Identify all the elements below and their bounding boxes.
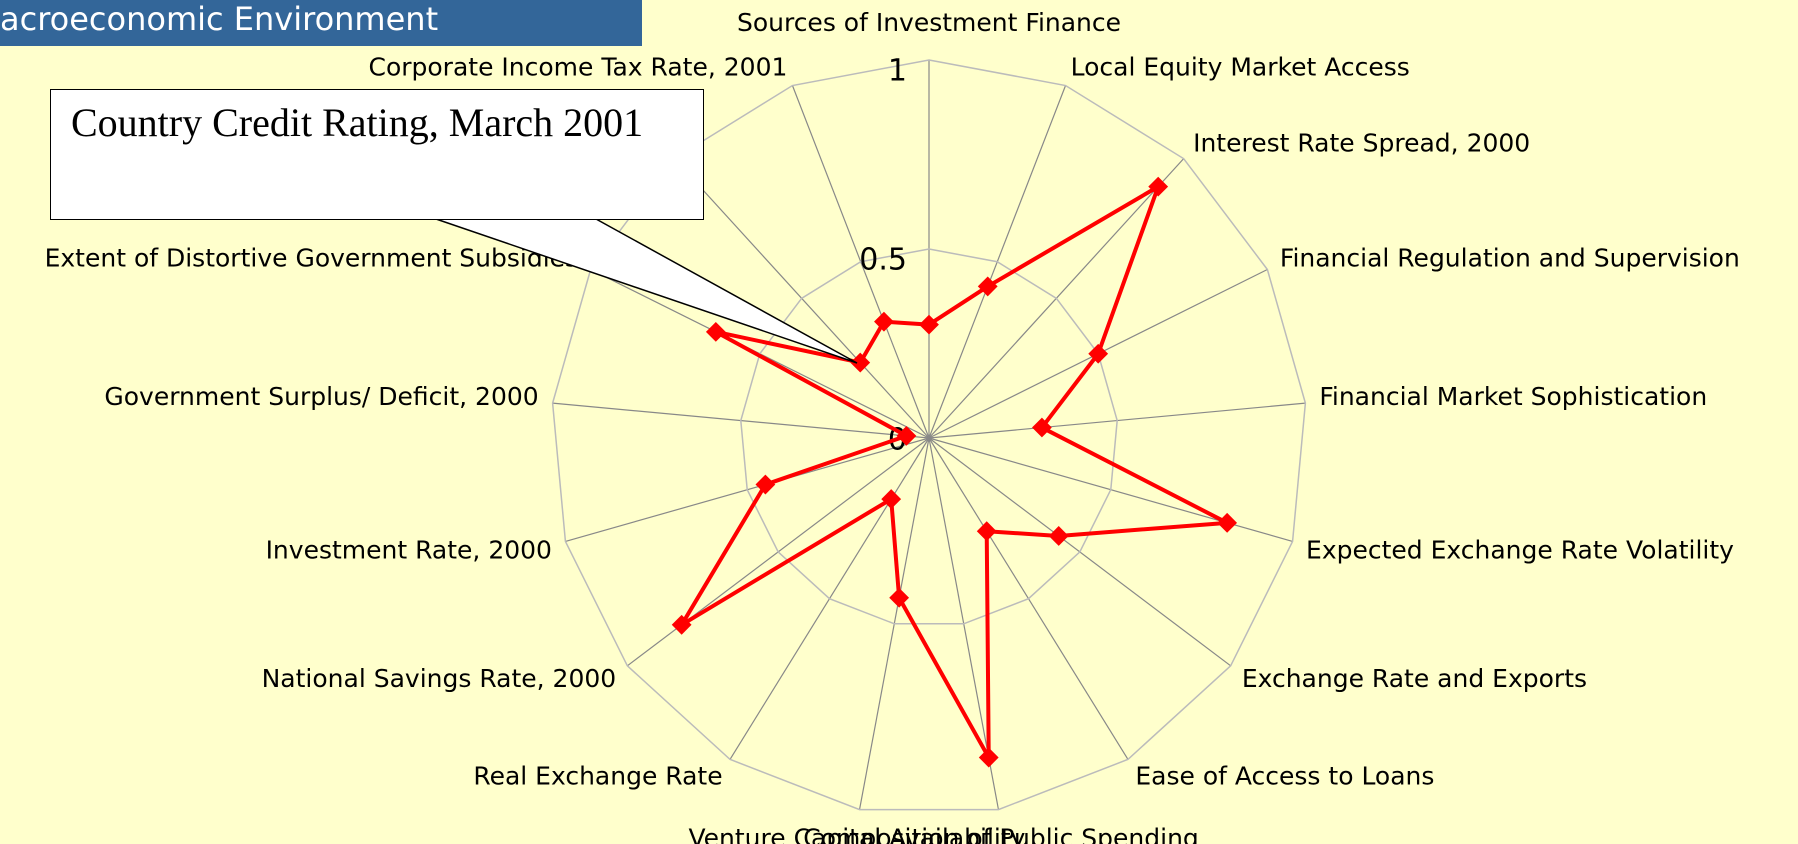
- category-label: Sources of Investment Finance: [737, 8, 1121, 37]
- data-point: [671, 614, 692, 635]
- data-point: [1032, 417, 1052, 438]
- data-point: [1148, 176, 1169, 197]
- category-label: Financial Regulation and Supervision: [1280, 243, 1740, 272]
- r-tick-label: 0.5: [859, 243, 907, 278]
- category-label: National Savings Rate, 2000: [262, 664, 617, 693]
- annotation: Country Credit Rating, March 2001: [50, 89, 704, 220]
- data-point: [881, 489, 902, 509]
- data-point: [896, 426, 917, 446]
- category-label: Composition of Public Spending: [803, 823, 1199, 844]
- data-point: [1088, 343, 1109, 364]
- category-label: Government Surplus/ Deficit, 2000: [104, 382, 538, 411]
- category-label: Local Equity Market Access: [1071, 52, 1410, 81]
- category-label: Venture Capital Availability: [688, 823, 1025, 844]
- data-point: [705, 321, 726, 342]
- r-tick-label: 1: [888, 54, 907, 89]
- data-point: [889, 587, 910, 608]
- data-point: [976, 521, 997, 542]
- data-point: [977, 276, 998, 297]
- data-point: [1048, 526, 1069, 546]
- series-line: [679, 184, 1230, 760]
- data-point: [978, 747, 999, 768]
- data-point: [919, 314, 939, 335]
- data-point: [874, 311, 894, 332]
- data-point: [1217, 512, 1238, 533]
- category-label: Expected Exchange Rate Volatility: [1306, 535, 1734, 564]
- chart-title: acroeconomic Environment: [0, 0, 642, 46]
- category-label: Extent of Distortive Government Subsidie…: [45, 243, 579, 272]
- category-label: Investment Rate, 2000: [266, 535, 552, 564]
- category-label: Ease of Access to Loans: [1135, 761, 1434, 790]
- category-label: Interest Rate Spread, 2000: [1193, 128, 1530, 157]
- data-point: [755, 474, 776, 495]
- category-label: Exchange Rate and Exports: [1242, 664, 1587, 693]
- category-label: Financial Market Sophistication: [1319, 382, 1707, 411]
- category-label: Corporate Income Tax Rate, 2001: [368, 52, 787, 81]
- category-label: Real Exchange Rate: [473, 761, 722, 790]
